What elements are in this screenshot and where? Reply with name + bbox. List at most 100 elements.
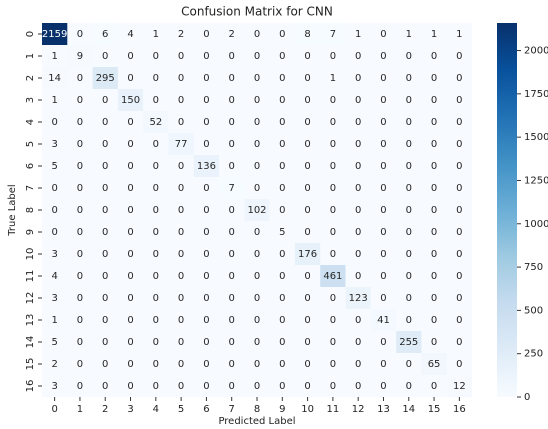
y-tick-label: 14 xyxy=(25,336,36,349)
cell-label: 0 xyxy=(203,205,209,216)
cell-label: 5 xyxy=(51,161,57,172)
cell xyxy=(320,287,346,310)
y-tick-label: 6 xyxy=(25,163,36,169)
cell xyxy=(143,45,169,68)
cell xyxy=(117,265,144,288)
cell-label: 0 xyxy=(279,337,285,348)
cell xyxy=(396,309,422,332)
cell xyxy=(320,45,346,68)
cell xyxy=(421,353,448,376)
cell xyxy=(269,155,296,178)
cell-label: 0 xyxy=(380,381,386,392)
cell-label: 0 xyxy=(304,51,310,62)
cell xyxy=(168,331,195,354)
cell-label: 0 xyxy=(279,205,285,216)
cell-label: 0 xyxy=(77,117,83,128)
cell-label: 0 xyxy=(355,271,361,282)
cell xyxy=(294,309,321,332)
cell xyxy=(244,199,270,222)
cell xyxy=(320,309,346,332)
cell-label: 0 xyxy=(77,381,83,392)
cell-label: 0 xyxy=(330,381,336,392)
cell xyxy=(92,45,119,68)
cell xyxy=(168,221,195,244)
y-tick-label: 11 xyxy=(25,270,36,283)
cell xyxy=(396,243,422,266)
cell-label: 0 xyxy=(102,315,108,326)
cell-label: 0 xyxy=(431,95,437,106)
cell xyxy=(345,23,372,46)
cell xyxy=(244,67,270,90)
cell xyxy=(168,309,195,332)
cell xyxy=(193,221,220,244)
cell-label: 0 xyxy=(203,293,209,304)
y-tick-label: 12 xyxy=(25,292,36,305)
colorbar-tick-label: 0 xyxy=(524,392,530,403)
cell xyxy=(168,155,195,178)
cell xyxy=(320,155,346,178)
cell-label: 3 xyxy=(51,249,57,260)
cell-label: 0 xyxy=(153,271,159,282)
cell-label: 0 xyxy=(406,359,412,370)
y-tick-label: 16 xyxy=(25,380,36,393)
cell-label: 0 xyxy=(355,51,361,62)
cell xyxy=(269,221,296,244)
cell-label: 0 xyxy=(203,227,209,238)
cell xyxy=(143,199,169,222)
cell-label: 0 xyxy=(77,293,83,304)
y-tick-label: 15 xyxy=(25,358,36,371)
cell xyxy=(345,89,372,112)
cell xyxy=(320,23,346,46)
cell-label: 0 xyxy=(203,359,209,370)
cell-label: 0 xyxy=(406,293,412,304)
cell xyxy=(42,375,68,398)
cell xyxy=(117,23,144,46)
cell xyxy=(42,133,68,156)
cell xyxy=(294,67,321,90)
cell-label: 0 xyxy=(304,271,310,282)
cell-label: 0 xyxy=(254,183,260,194)
cell xyxy=(421,23,448,46)
cell-label: 1 xyxy=(51,315,57,326)
cell xyxy=(143,265,169,288)
cell-label: 0 xyxy=(254,161,260,172)
cell xyxy=(117,111,144,134)
cell xyxy=(320,133,346,156)
cell xyxy=(143,375,169,398)
cell-label: 1 xyxy=(330,73,336,84)
cell-label: 0 xyxy=(102,95,108,106)
cell-label: 0 xyxy=(431,73,437,84)
cell-label: 0 xyxy=(380,95,386,106)
cell-label: 0 xyxy=(406,381,412,392)
cell-label: 0 xyxy=(229,293,235,304)
cell xyxy=(244,23,270,46)
cell xyxy=(219,199,245,222)
cell xyxy=(396,111,422,134)
cell-label: 176 xyxy=(298,249,317,260)
cell xyxy=(92,309,119,332)
cell xyxy=(294,353,321,376)
y-tick-label: 1 xyxy=(25,53,36,59)
cell-label: 1 xyxy=(51,95,57,106)
cell xyxy=(370,155,397,178)
cell xyxy=(320,265,346,288)
cell xyxy=(446,155,473,178)
cell xyxy=(269,133,296,156)
cell-label: 0 xyxy=(355,337,361,348)
cell xyxy=(42,177,68,200)
cell xyxy=(269,199,296,222)
cell xyxy=(370,353,397,376)
cell-label: 12 xyxy=(453,381,466,392)
cell-label: 0 xyxy=(431,117,437,128)
cell-label: 0 xyxy=(229,139,235,150)
cell-label: 0 xyxy=(102,161,108,172)
cell-label: 0 xyxy=(229,359,235,370)
cell-label: 0 xyxy=(77,73,83,84)
cell-label: 0 xyxy=(102,359,108,370)
cell xyxy=(396,133,422,156)
cell xyxy=(168,265,195,288)
cell-label: 0 xyxy=(380,73,386,84)
cell-label: 0 xyxy=(178,183,184,194)
cell xyxy=(219,331,245,354)
cell-label: 0 xyxy=(279,117,285,128)
